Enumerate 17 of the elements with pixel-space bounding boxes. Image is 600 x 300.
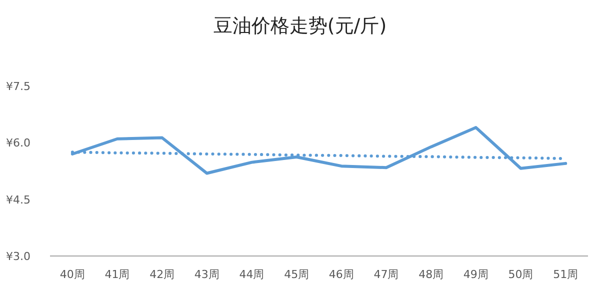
x-tick-label: 47周 xyxy=(374,268,399,281)
y-tick-label: ¥7.5 xyxy=(6,80,30,93)
x-tick-label: 45周 xyxy=(284,268,310,281)
y-tick-label: ¥3.0 xyxy=(6,250,30,263)
x-tick-label: 49周 xyxy=(463,268,488,281)
x-tick-label: 40周 xyxy=(60,268,85,281)
chart-title: 豆油价格走势(元/斤) xyxy=(213,15,387,37)
y-tick-label: ¥6.0 xyxy=(6,136,30,150)
x-tick-label: 48周 xyxy=(418,268,444,281)
y-tick-label: ¥4.5 xyxy=(6,193,30,206)
x-tick-label: 41周 xyxy=(104,268,130,281)
x-tick-label: 43周 xyxy=(194,268,220,281)
x-tick-label: 42周 xyxy=(150,268,175,281)
x-tick-label: 50周 xyxy=(508,268,534,281)
x-tick-label: 44周 xyxy=(239,268,264,281)
x-tick-label: 51周 xyxy=(553,268,578,281)
x-tick-label: 46周 xyxy=(328,268,354,281)
